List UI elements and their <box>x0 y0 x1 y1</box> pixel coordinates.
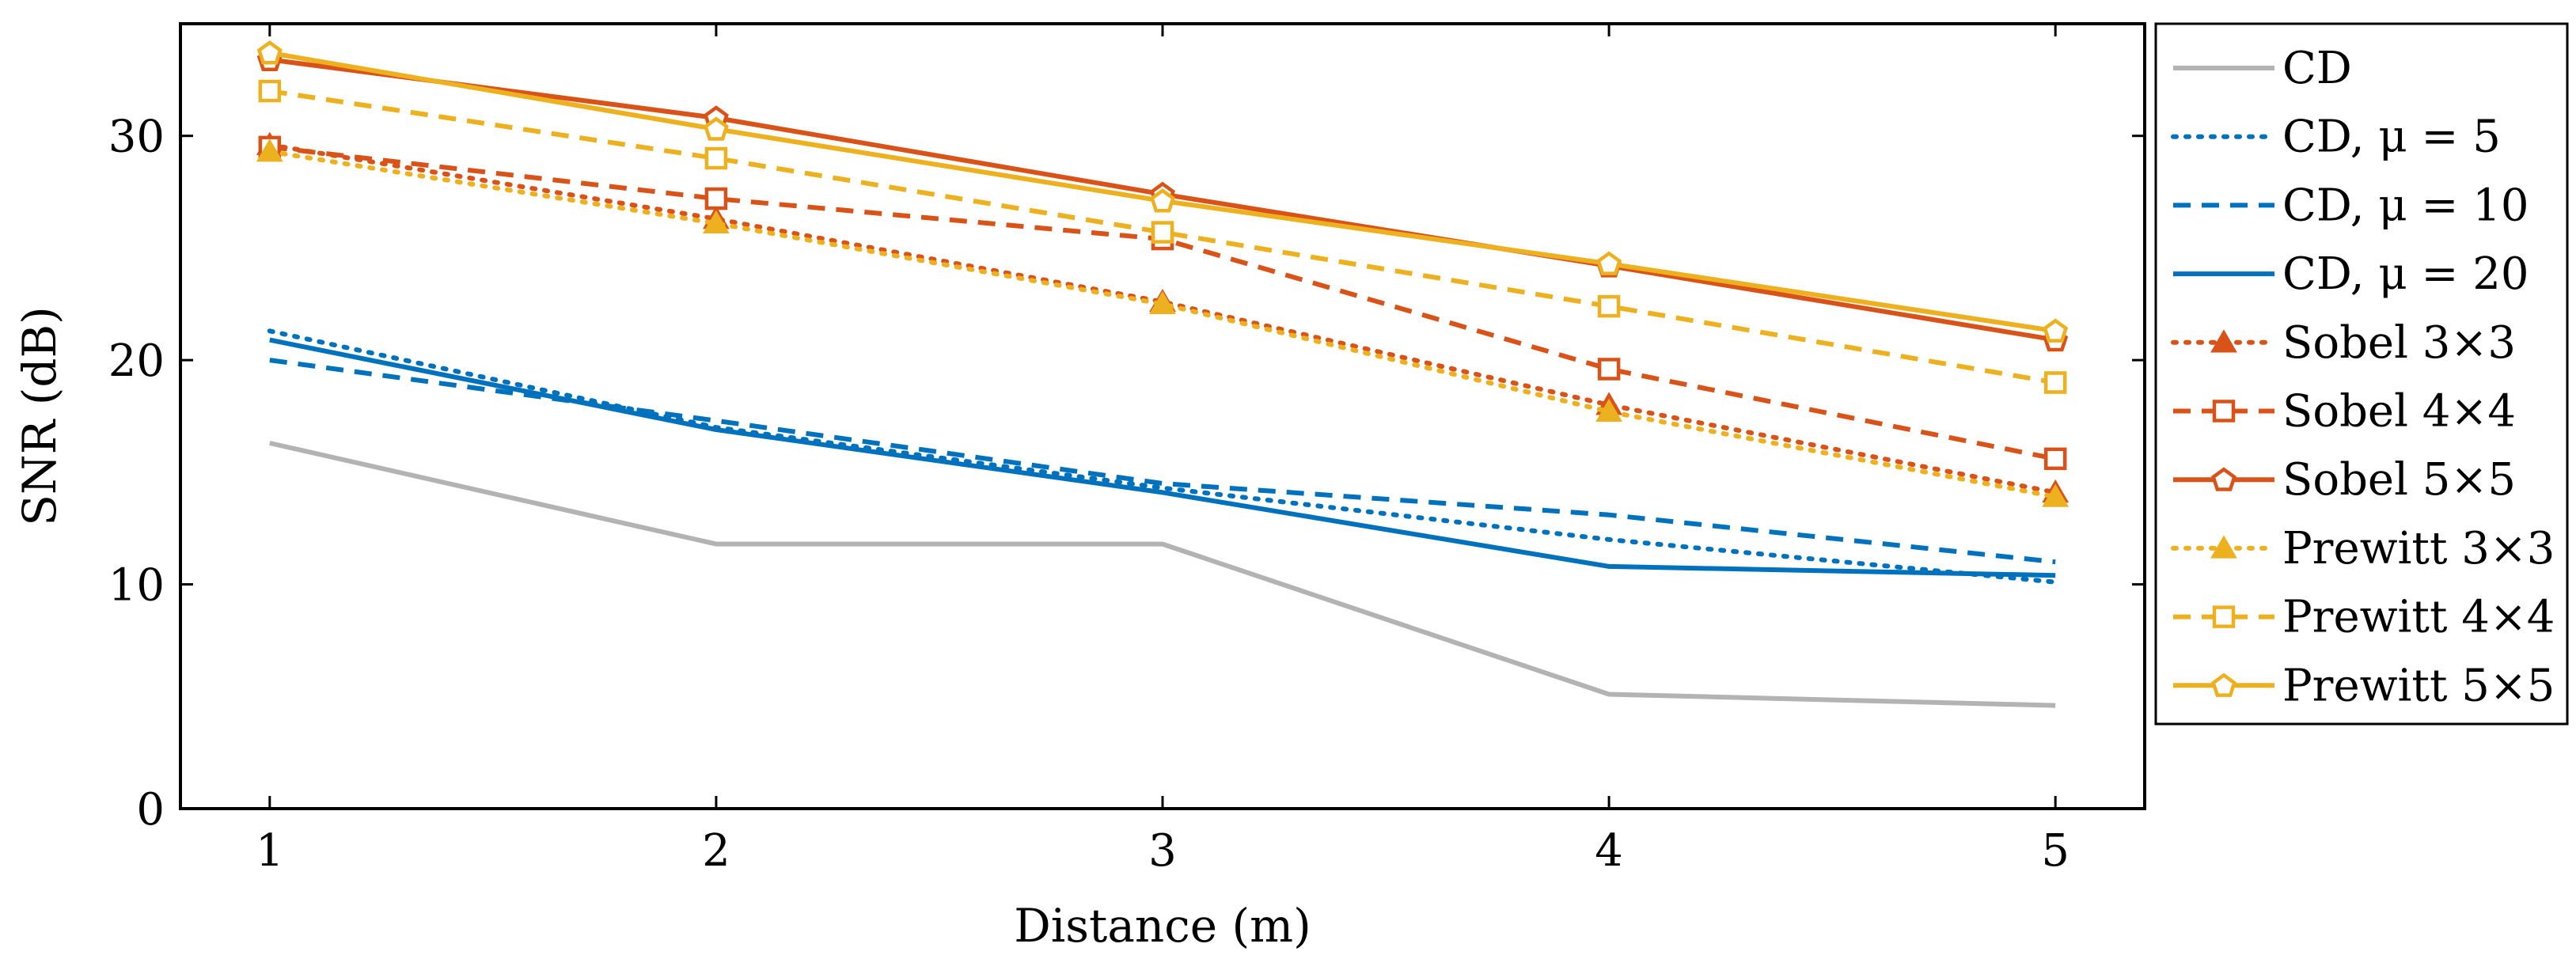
data-point-prewitt-5x5 <box>1596 251 1622 275</box>
legend-label-cd-mu-20: CD, μ = 20 <box>2282 248 2529 300</box>
y-tick-label: 20 <box>108 335 165 387</box>
legend-entry-cd-mu-5: CD, μ = 5 <box>2171 112 2501 163</box>
x-tick-label: 4 <box>1595 825 1623 877</box>
series-line-prewitt-4x4 <box>269 89 2056 385</box>
data-point-prewitt-3x3 <box>256 138 283 162</box>
legend-label-cd-mu-10: CD, μ = 10 <box>2282 180 2529 231</box>
legend-entry-cd-mu-10: CD, μ = 10 <box>2173 180 2529 231</box>
legend-entry-prewitt-3x3: Prewitt 3×3 <box>2171 523 2555 574</box>
y-axis-title: SNR (dB) <box>13 306 66 526</box>
series-prewitt-4x4 <box>258 79 2067 394</box>
legend-label-sobel-3x3: Sobel 3×3 <box>2282 317 2516 369</box>
legend-marker-sobel-5x5 <box>2211 467 2236 491</box>
legend: CD CD, μ = 5 CD, μ = 10 CD, μ = 20 Sobel 3×3… <box>2154 22 2569 726</box>
series-prewitt-3x3 <box>256 138 2070 507</box>
legend-entry-cd: CD <box>2173 43 2352 94</box>
legend-label-cd-mu-5: CD, μ = 5 <box>2282 112 2501 163</box>
legend-marker-prewitt-5x5 <box>2211 673 2236 697</box>
data-point-prewitt-3x3 <box>2042 483 2070 507</box>
series-prewitt-5x5 <box>256 40 2069 343</box>
data-point-prewitt-3x3 <box>1595 398 1622 423</box>
y-tick-label: 10 <box>108 560 165 612</box>
x-tick-label: 3 <box>1148 825 1177 877</box>
legend-marker-sobel-3x3 <box>2210 329 2237 353</box>
plot-area: 1 2 3 4 5 0 10 20 30 <box>108 22 2146 877</box>
data-point-sobel-4x4 <box>1597 358 1621 381</box>
data-point-prewitt-5x5 <box>703 116 729 141</box>
data-point-sobel-4x4 <box>704 187 728 210</box>
legend-label-prewitt-5x5: Prewitt 5×5 <box>2282 660 2555 711</box>
legend-entry-sobel-5x5: Sobel 5×5 <box>2173 454 2516 506</box>
legend-entry-prewitt-5x5: Prewitt 5×5 <box>2173 660 2555 711</box>
x-tick-label: 1 <box>256 825 284 877</box>
data-point-prewitt-5x5 <box>256 40 283 65</box>
data-point-prewitt-4x4 <box>704 146 728 170</box>
series-layer <box>256 40 2070 708</box>
series-line-sobel-3x3 <box>267 142 2058 495</box>
legend-entries: CD CD, μ = 5 CD, μ = 10 CD, μ = 20 Sobel 3×3… <box>2171 43 2555 711</box>
legend-marker-prewitt-3x3 <box>2210 535 2237 559</box>
x-axis-title: Distance (m) <box>1014 899 1311 953</box>
series-line-cd <box>269 441 2056 708</box>
legend-entry-sobel-3x3: Sobel 3×3 <box>2171 317 2516 369</box>
legend-entry-prewitt-4x4: Prewitt 4×4 <box>2173 592 2555 643</box>
legend-label-prewitt-3x3: Prewitt 3×3 <box>2282 523 2555 574</box>
data-point-prewitt-5x5 <box>1150 188 1175 213</box>
legend-entry-sobel-4x4: Sobel 4×4 <box>2173 386 2516 438</box>
data-point-prewitt-5x5 <box>2043 318 2069 343</box>
data-point-prewitt-4x4 <box>1597 294 1621 318</box>
legend-marker-prewitt-4x4 <box>2212 605 2236 628</box>
series-cd-mu-20 <box>269 337 2056 578</box>
series-cd <box>269 441 2056 708</box>
plot-frame <box>179 22 2146 810</box>
legend-label-sobel-5x5: Sobel 5×5 <box>2282 454 2516 506</box>
data-point-prewitt-4x4 <box>1151 221 1174 244</box>
legend-label-prewitt-4x4: Prewitt 4×4 <box>2282 592 2555 643</box>
data-point-prewitt-4x4 <box>258 79 282 103</box>
legend-label-sobel-4x4: Sobel 4×4 <box>2282 386 2516 438</box>
y-tick-label: 30 <box>108 112 165 163</box>
legend-label-cd: CD <box>2282 43 2352 94</box>
x-tick-label: 5 <box>2041 825 2070 877</box>
series-cd-mu-5 <box>267 328 2058 585</box>
legend-marker-sobel-4x4 <box>2212 400 2236 423</box>
y-tick-label: 0 <box>136 784 165 836</box>
data-point-prewitt-3x3 <box>703 210 730 234</box>
x-tick-label: 2 <box>702 825 730 877</box>
ticks-layer: 1 2 3 4 5 0 10 20 30 <box>108 24 2145 877</box>
legend-entry-cd-mu-20: CD, μ = 20 <box>2173 248 2529 300</box>
series-line-cd-mu-5 <box>267 328 2058 585</box>
data-point-prewitt-3x3 <box>1149 290 1176 315</box>
series-line-cd-mu-20 <box>269 337 2056 578</box>
data-point-sobel-4x4 <box>2043 447 2067 471</box>
data-point-prewitt-4x4 <box>2043 371 2067 394</box>
